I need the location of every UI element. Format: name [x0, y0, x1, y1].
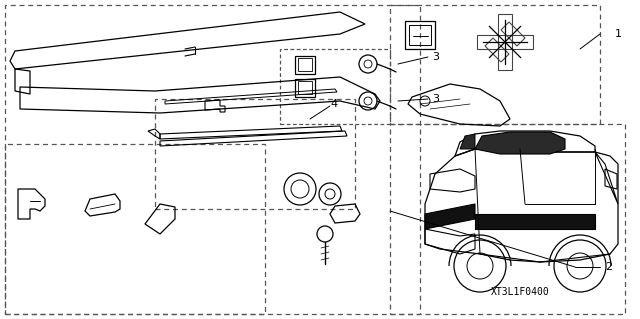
- Text: 4: 4: [330, 99, 337, 109]
- Text: 3: 3: [432, 52, 439, 62]
- Bar: [298, 58, 312, 71]
- Bar: [295, 56, 315, 74]
- Text: 3: 3: [432, 94, 439, 104]
- Polygon shape: [460, 134, 475, 149]
- Polygon shape: [425, 204, 475, 229]
- Text: XT3L1F0400: XT3L1F0400: [491, 287, 549, 297]
- Text: 2: 2: [605, 262, 612, 272]
- Bar: [409, 25, 431, 45]
- Polygon shape: [475, 214, 595, 229]
- Bar: [298, 81, 312, 94]
- Text: 1: 1: [615, 29, 622, 39]
- Bar: [295, 79, 315, 97]
- Bar: [405, 21, 435, 49]
- Polygon shape: [475, 132, 565, 154]
